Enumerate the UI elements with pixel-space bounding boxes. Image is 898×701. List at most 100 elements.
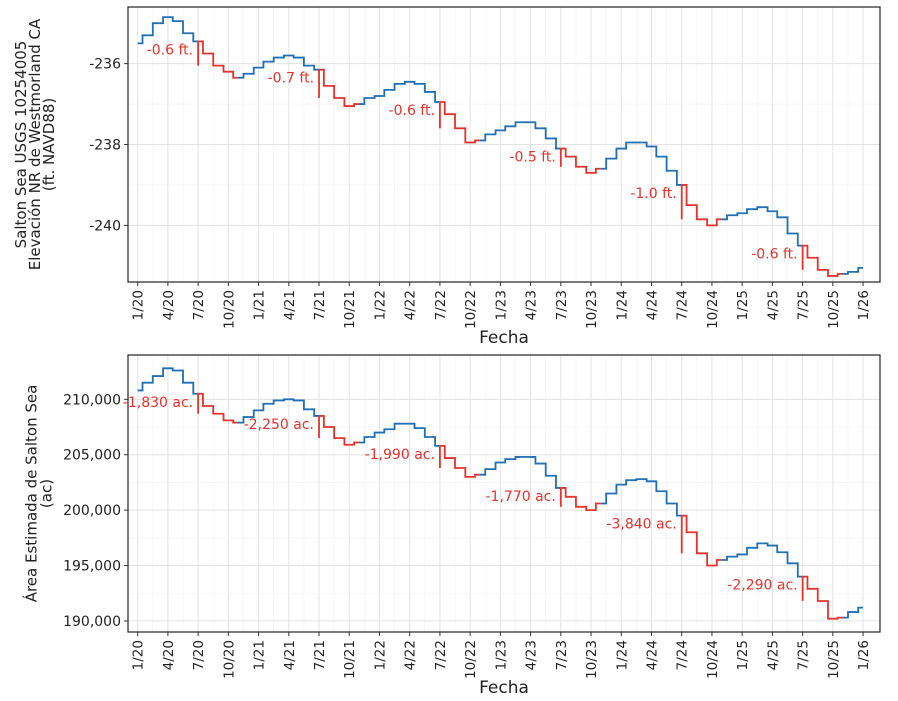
series-segment (600, 492, 612, 505)
series-segment (510, 456, 521, 461)
series-segment (409, 422, 420, 430)
series-segment (158, 16, 168, 25)
series-segment (339, 437, 350, 446)
series-segment (711, 559, 722, 567)
series-segment (853, 606, 864, 613)
x-tick-label: 1/20 (131, 640, 147, 670)
x-tick-label: 1/24 (614, 290, 630, 320)
series-segment (419, 82, 431, 93)
y-tick-label: 205,000 (63, 448, 121, 464)
series-segment (823, 268, 833, 277)
series-segment (611, 483, 622, 495)
y-tick-label: 200,000 (63, 503, 121, 519)
series-segment (319, 415, 329, 428)
decline-annotation-label: -0.6 ft. (389, 103, 435, 119)
x-tick-label: 7/24 (675, 640, 691, 670)
series-segment (147, 375, 159, 384)
x-tick-label: 10/25 (826, 640, 842, 679)
x-tick-label: 4/22 (403, 640, 419, 670)
series-segment (358, 97, 370, 105)
series-segment (510, 121, 521, 128)
series-segment (732, 553, 743, 558)
series-segment (188, 381, 199, 395)
series-segment (177, 20, 189, 35)
series-segment (248, 66, 259, 75)
series-segment (702, 552, 712, 567)
x-tick-label: 4/20 (161, 640, 177, 670)
x-tick-label: 4/20 (161, 290, 177, 320)
decline-annotation-label: -0.6 ft. (751, 247, 797, 263)
series-segment (238, 416, 249, 424)
series-segment (389, 82, 401, 91)
series-segment (167, 16, 178, 23)
series-segment (802, 244, 813, 259)
series-segment (581, 165, 592, 174)
x-tick-label: 4/23 (524, 290, 540, 320)
series-segment (228, 419, 239, 424)
plot-frame (127, 354, 881, 633)
series-segment (832, 616, 843, 620)
series-segment (460, 467, 471, 478)
series-segment (792, 232, 803, 247)
series-segment (641, 141, 652, 148)
series-segment (460, 127, 471, 144)
series-segment (207, 405, 219, 415)
series-segment (349, 103, 359, 107)
series-segment (288, 398, 299, 402)
series-segment (551, 474, 561, 489)
x-tick-label: 1/25 (735, 640, 751, 670)
series-segment (651, 145, 662, 158)
x-tick-label: 7/20 (191, 640, 207, 670)
series-segment (479, 133, 491, 142)
series-segment (792, 562, 803, 578)
y-axis-title-line: (ft. NAVD88) (40, 98, 58, 192)
x-axis-title: Fecha (479, 328, 529, 348)
series-segment (591, 502, 601, 512)
x-tick-label: 7/22 (433, 640, 449, 670)
series-segment (470, 473, 480, 478)
series-segment (702, 218, 712, 227)
series-segment (439, 444, 450, 459)
series-segment (681, 514, 692, 534)
series-segment (611, 147, 622, 160)
series-segment (298, 399, 310, 411)
series-segment (560, 147, 571, 158)
series-segment (832, 273, 843, 277)
series-segment (530, 121, 541, 130)
series-segment (742, 546, 752, 556)
series-segment (198, 392, 208, 407)
series-segment (470, 139, 480, 144)
series-segment (672, 169, 682, 186)
series-segment (490, 461, 501, 471)
series-segment (268, 399, 280, 405)
series-segment (762, 542, 773, 547)
series-segment (570, 495, 582, 508)
chart-panel-2: 190,000 195,000 200,000 205,000 210,000 1/20 4… (22, 354, 881, 698)
x-tick-label: 10/20 (221, 640, 237, 679)
x-tick-label: 4/24 (644, 640, 660, 670)
series-segment (228, 70, 239, 79)
series-segment (772, 544, 783, 554)
series-segment (540, 127, 552, 140)
x-tick-label: 1/23 (493, 640, 509, 670)
x-tick-label: 7/21 (312, 290, 328, 320)
series-segment (439, 101, 450, 116)
series-segment (711, 218, 722, 227)
series-segment (137, 34, 148, 45)
x-tick-label: 7/25 (796, 290, 812, 320)
x-tick-label: 4/24 (644, 290, 660, 320)
series-segment (369, 431, 380, 438)
series-segment (782, 216, 793, 235)
y-tick-label: 190,000 (63, 614, 121, 630)
series-segment (328, 426, 340, 439)
series-segment (823, 600, 833, 620)
series-segment (158, 367, 168, 377)
series-segment (812, 256, 824, 271)
x-tick-label: 4/21 (282, 290, 298, 320)
series-segment (258, 402, 269, 412)
series-segment (742, 208, 752, 215)
series-segment (772, 210, 783, 219)
series-segment (188, 32, 199, 43)
x-tick-label: 10/21 (342, 640, 358, 679)
